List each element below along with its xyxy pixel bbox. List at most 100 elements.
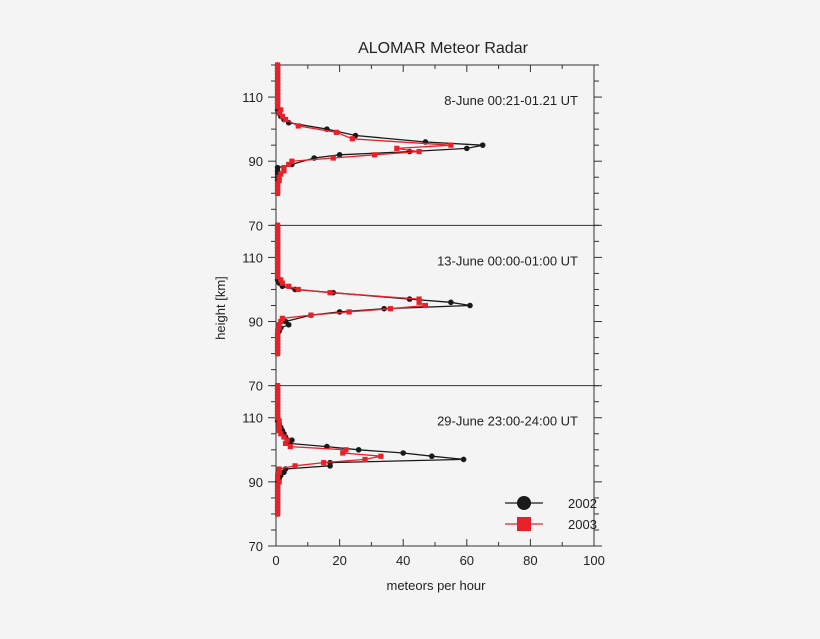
data-point-2003 bbox=[274, 328, 281, 334]
data-point-2003 bbox=[274, 386, 281, 392]
data-point-2003 bbox=[274, 511, 281, 517]
data-point-2003 bbox=[282, 116, 289, 123]
data-point-2003 bbox=[287, 443, 293, 450]
data-point-2003 bbox=[274, 476, 281, 482]
data-point-2003 bbox=[281, 165, 287, 171]
data-point-2002 bbox=[400, 450, 407, 456]
panel-label: 29-June 23:00-24:00 UT bbox=[437, 414, 578, 429]
x-axis-label: meteors per hour bbox=[387, 578, 487, 593]
data-point-2003 bbox=[274, 241, 281, 248]
data-point-2003 bbox=[274, 383, 281, 389]
data-point-2003 bbox=[274, 344, 281, 350]
data-point-2003 bbox=[274, 408, 281, 414]
data-point-2003 bbox=[286, 161, 292, 168]
data-point-2003 bbox=[278, 107, 284, 113]
y-tick-label: 70 bbox=[249, 218, 263, 233]
data-point-2002 bbox=[467, 302, 473, 309]
data-point-2003 bbox=[295, 123, 301, 129]
data-point-2003 bbox=[274, 411, 281, 418]
data-point-2003 bbox=[274, 72, 281, 78]
data-point-2003 bbox=[274, 485, 281, 491]
y-tick-label: 70 bbox=[249, 539, 263, 554]
y-tick-label: 110 bbox=[242, 411, 263, 426]
data-point-2002 bbox=[460, 456, 467, 463]
data-point-2003 bbox=[343, 447, 349, 453]
data-point-2002 bbox=[448, 299, 454, 306]
x-tick-label: 0 bbox=[272, 553, 279, 568]
data-point-2003 bbox=[274, 258, 281, 264]
y-tick-label: 90 bbox=[249, 154, 263, 169]
data-point-2003 bbox=[274, 229, 281, 235]
data-point-2003 bbox=[362, 456, 368, 463]
data-point-2003 bbox=[274, 267, 281, 273]
legend-marker-2002 bbox=[517, 496, 531, 510]
data-point-2003 bbox=[274, 402, 281, 408]
data-point-2003 bbox=[387, 306, 394, 312]
y-tick-label: 110 bbox=[242, 90, 263, 105]
data-point-2003 bbox=[274, 261, 281, 267]
data-point-2003 bbox=[279, 315, 285, 321]
legend: 2002 2003 bbox=[505, 496, 597, 532]
data-point-2003 bbox=[274, 68, 281, 75]
data-point-2003 bbox=[274, 338, 281, 344]
data-point-2003 bbox=[274, 88, 281, 94]
data-point-2003 bbox=[274, 190, 281, 196]
chart-title: ALOMAR Meteor Radar bbox=[358, 40, 529, 57]
data-point-2003 bbox=[274, 65, 281, 71]
data-point-2002 bbox=[479, 142, 486, 148]
panel-label: 8-June 00:21-01.21 UT bbox=[444, 93, 578, 108]
data-point-2003 bbox=[274, 405, 281, 411]
data-point-2003 bbox=[276, 110, 282, 116]
data-point-2003 bbox=[279, 113, 285, 119]
data-point-2003 bbox=[274, 270, 281, 277]
data-point-2003 bbox=[292, 463, 298, 469]
x-tick-label: 100 bbox=[583, 553, 605, 568]
data-point-2003 bbox=[274, 492, 281, 498]
data-point-2003 bbox=[281, 434, 287, 440]
data-point-2003 bbox=[274, 100, 281, 107]
data-point-2003 bbox=[371, 152, 378, 158]
data-point-2003 bbox=[274, 498, 281, 504]
data-point-2003 bbox=[276, 421, 282, 427]
data-point-2003 bbox=[274, 495, 281, 501]
data-point-2003 bbox=[274, 389, 281, 395]
data-point-2003 bbox=[321, 460, 327, 466]
data-point-2003 bbox=[274, 331, 281, 337]
data-point-2003 bbox=[274, 482, 281, 488]
data-point-2002 bbox=[327, 463, 333, 469]
y-axis-label: height [km] bbox=[213, 276, 228, 340]
data-point-2003 bbox=[276, 418, 282, 424]
panel-label: 13-June 00:00-01:00 UT bbox=[437, 253, 578, 268]
data-point-2003 bbox=[274, 75, 281, 81]
data-point-2003 bbox=[289, 158, 295, 164]
data-point-2003 bbox=[274, 104, 281, 110]
data-point-2003 bbox=[274, 504, 281, 511]
data-point-2003 bbox=[274, 508, 281, 514]
data-point-2003 bbox=[276, 427, 282, 434]
data-point-2003 bbox=[282, 440, 289, 446]
data-point-2003 bbox=[281, 168, 287, 174]
data-point-2003 bbox=[284, 437, 290, 443]
data-point-2003 bbox=[274, 78, 281, 84]
plot-frame bbox=[275, 64, 595, 547]
data-point-2003 bbox=[416, 148, 422, 155]
data-point-2003 bbox=[274, 238, 281, 244]
data-point-2003 bbox=[274, 392, 281, 398]
data-point-2003 bbox=[327, 290, 333, 296]
data-point-2003 bbox=[333, 129, 340, 135]
data-point-2003 bbox=[278, 277, 284, 283]
data-point-2003 bbox=[276, 325, 282, 331]
data-point-2002 bbox=[464, 145, 470, 152]
data-point-2003 bbox=[278, 431, 284, 437]
data-point-2003 bbox=[274, 222, 281, 228]
legend-marker-2003 bbox=[517, 517, 531, 531]
data-point-2003 bbox=[274, 341, 281, 347]
data-point-2003 bbox=[278, 318, 284, 325]
data-point-2003 bbox=[274, 251, 281, 257]
data-point-2003 bbox=[274, 395, 281, 402]
data-point-2003 bbox=[416, 296, 422, 302]
data-point-2003 bbox=[274, 351, 281, 357]
data-point-2003 bbox=[274, 274, 281, 280]
